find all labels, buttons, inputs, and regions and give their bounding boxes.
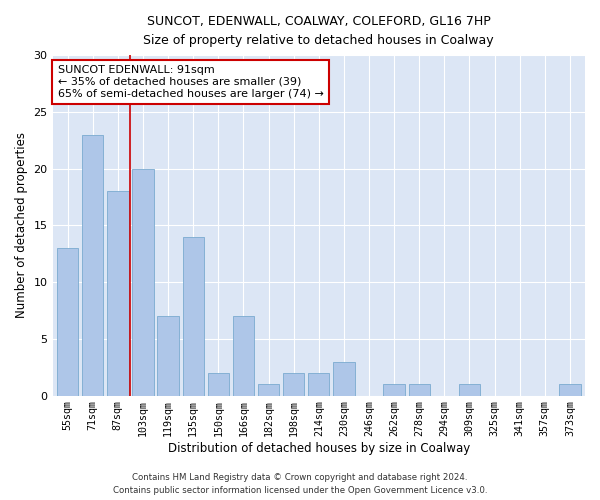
Bar [132, 168, 154, 396]
Bar [333, 362, 355, 396]
Y-axis label: Number of detached properties: Number of detached properties [15, 132, 28, 318]
Bar [308, 373, 329, 396]
Bar [383, 384, 405, 396]
Bar [182, 236, 204, 396]
Bar [409, 384, 430, 396]
Bar [258, 384, 279, 396]
Bar [233, 316, 254, 396]
Bar [283, 373, 304, 396]
Text: Contains HM Land Registry data © Crown copyright and database right 2024.
Contai: Contains HM Land Registry data © Crown c… [113, 474, 487, 495]
X-axis label: Distribution of detached houses by size in Coalway: Distribution of detached houses by size … [167, 442, 470, 455]
Bar [459, 384, 480, 396]
Bar [157, 316, 179, 396]
Bar [57, 248, 78, 396]
Bar [82, 134, 103, 396]
Title: SUNCOT, EDENWALL, COALWAY, COLEFORD, GL16 7HP
Size of property relative to detac: SUNCOT, EDENWALL, COALWAY, COLEFORD, GL1… [143, 15, 494, 47]
Bar [559, 384, 581, 396]
Bar [107, 192, 128, 396]
Text: SUNCOT EDENWALL: 91sqm
← 35% of detached houses are smaller (39)
65% of semi-det: SUNCOT EDENWALL: 91sqm ← 35% of detached… [58, 66, 324, 98]
Bar [208, 373, 229, 396]
